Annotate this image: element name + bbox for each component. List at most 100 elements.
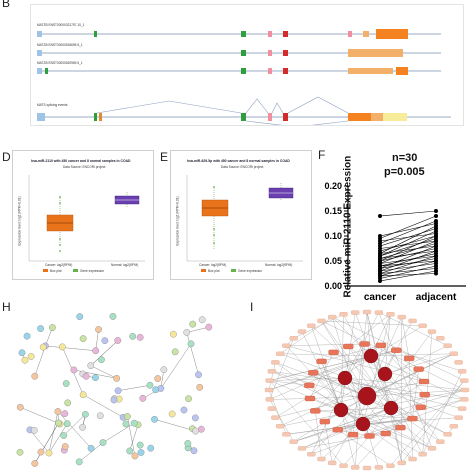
hub-core-node [333, 402, 349, 418]
hub-mid-node [419, 391, 430, 398]
hub-edge [348, 314, 391, 347]
hub-outer-node [458, 369, 467, 374]
network-edge [129, 424, 139, 452]
network-node [137, 449, 145, 456]
hub-outer-node [267, 369, 276, 374]
boxplot-e-legend-expr: Gene expression [238, 269, 263, 273]
pair-line [379, 240, 437, 264]
network-node [160, 366, 168, 373]
boxplot-e-svg [186, 175, 303, 272]
hub-outer-node [328, 460, 337, 466]
hub-edge [412, 369, 419, 419]
hub-edge [321, 320, 423, 326]
network-node [114, 387, 122, 395]
hub-edge [313, 372, 368, 397]
network-node [60, 432, 68, 439]
pair-line [379, 270, 437, 282]
pair-line [379, 263, 437, 272]
hub-edge [348, 346, 392, 409]
hub-edge [321, 361, 342, 411]
network-node [49, 324, 56, 331]
network-node [139, 394, 147, 402]
hub-edge [268, 355, 372, 391]
network-node [63, 420, 71, 428]
boxplot-e-group-cancer: Cancer: log2(RPM) [199, 263, 227, 267]
network-node [136, 333, 144, 341]
hub-mid-node [347, 432, 359, 438]
hub-outer-node [436, 439, 445, 444]
pair-line [379, 250, 437, 259]
hub-edge [275, 381, 425, 418]
network-node [197, 425, 205, 433]
network-node [30, 427, 38, 434]
cancer-point [378, 214, 382, 218]
network-node [99, 439, 107, 446]
y-tick-label: 0.10 [324, 231, 342, 241]
hub-mid-node [364, 433, 375, 439]
hub-edge [321, 345, 381, 362]
hub-outer-node [276, 424, 285, 429]
hub-outer-node [443, 432, 452, 437]
hub-outer-node [362, 309, 372, 315]
hub-edge [366, 316, 402, 397]
hub-edge [286, 345, 370, 437]
hub-edge [384, 353, 454, 375]
hub-edge [271, 371, 465, 400]
hub-edge [332, 316, 421, 408]
hub-outer-node [267, 406, 276, 411]
hub-mid-node [332, 427, 343, 433]
boxplot-d-subtitle: Data Source: ENCORI project [63, 165, 106, 169]
hub-outer-node [328, 314, 337, 320]
hub-mid-node [319, 418, 330, 425]
network-node [196, 383, 204, 391]
hub-outer-node [297, 446, 307, 451]
hub-outer-node [460, 387, 470, 393]
network-node [61, 410, 69, 417]
network-node [195, 371, 202, 379]
network-edge [48, 411, 59, 454]
hub-edge [275, 325, 423, 418]
hub-edge [355, 344, 365, 468]
pair-line [379, 215, 437, 239]
pair-line [379, 260, 437, 277]
hub-outer-node [460, 378, 469, 383]
splicing-track [37, 96, 451, 125]
hub-mid-node [310, 408, 321, 414]
network-node [131, 452, 139, 460]
boxplot-d-legend-box: Box plot [50, 269, 62, 273]
hub-edge [408, 358, 413, 460]
hub-outer-node [458, 406, 467, 411]
network-edge [29, 429, 50, 454]
network-node [79, 391, 87, 399]
hub-mid-node [308, 370, 319, 376]
adjacent-point [434, 221, 438, 226]
hub-outer-node [418, 452, 427, 457]
chart-f-svg: 0.00 0.05 0.10 0.15 0.20 cancer adjacent [324, 181, 466, 303]
network-node [110, 396, 118, 404]
network-node [82, 410, 89, 418]
network-edge [186, 326, 209, 333]
pair-line [379, 223, 437, 237]
network-node [75, 458, 83, 466]
network-node [45, 449, 53, 457]
hub-outer-node [351, 310, 360, 315]
pair-line [379, 235, 437, 252]
hub-core-node [383, 400, 399, 416]
panel-letter-b: B [2, 0, 11, 10]
hub-edge [340, 409, 356, 468]
panel-letter-i: I [250, 300, 254, 314]
network-node [109, 313, 117, 320]
hub-outer-node [307, 323, 316, 328]
hub-edge [269, 398, 311, 400]
network-edge [20, 407, 61, 425]
hub-edge [378, 312, 433, 449]
panel-letter-h: H [2, 300, 11, 314]
hub-edge [370, 353, 454, 357]
network-node [198, 316, 206, 324]
chart-f-annotation-p: p=0.005 [384, 166, 425, 178]
hub-core-node [355, 416, 371, 432]
network-node [113, 375, 121, 382]
network-node [31, 460, 39, 467]
hub-edge [280, 389, 466, 427]
isoform-label-1: MATZB ENST00000321757.10_1 [37, 23, 85, 27]
